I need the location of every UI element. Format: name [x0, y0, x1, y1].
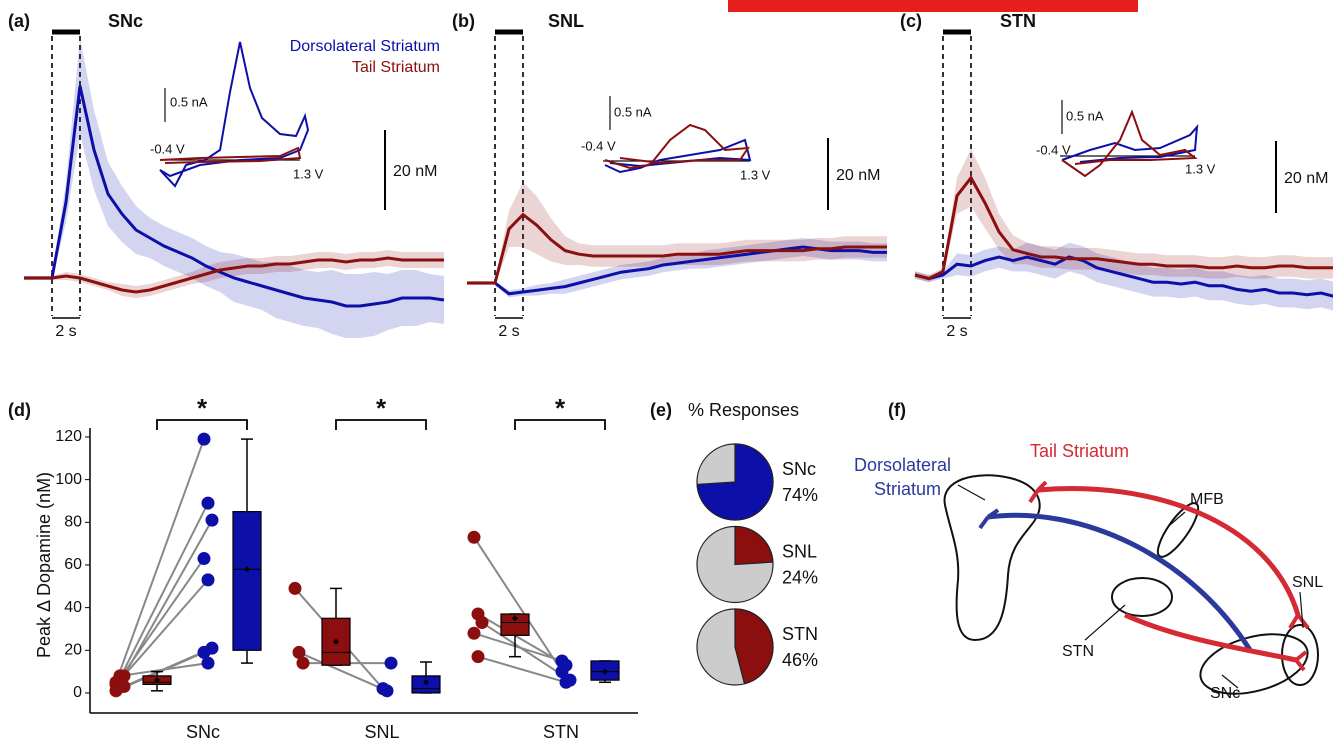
- mfb-label: MFB: [1190, 491, 1224, 508]
- data-point: [381, 684, 394, 697]
- y-tick-label: 20: [64, 642, 82, 659]
- pair-line: [120, 503, 208, 678]
- data-point: [385, 657, 398, 670]
- significance-label: *: [376, 393, 387, 423]
- x-tick-label: STN: [543, 722, 579, 741]
- y-tick-label: 40: [64, 599, 82, 616]
- panel-label: (e): [650, 400, 672, 420]
- time-scale-label: 2 s: [498, 323, 519, 340]
- data-point: [556, 654, 569, 667]
- panel-title: SNL: [548, 11, 584, 31]
- figure: (f) Tail Striatum Dorsolateral Striatum …: [0, 0, 1333, 741]
- y-tick-label: 100: [55, 471, 82, 488]
- data-point: [476, 616, 489, 629]
- inset-label: -0.4 V: [581, 138, 616, 153]
- diagram: (f) Tail Striatum Dorsolateral Striatum …: [854, 400, 1323, 705]
- x-tick-label: SNc: [186, 722, 220, 741]
- dorsolateral-label: Dorsolateral: [854, 455, 951, 475]
- significance-label: *: [197, 393, 208, 423]
- pie-title: % Responses: [688, 400, 799, 420]
- data-point: [110, 684, 123, 697]
- inset-a: [160, 42, 308, 186]
- pie-value-label: 46%: [782, 650, 818, 670]
- inset-label: 0.5 nA: [614, 104, 652, 119]
- time-scale-label: 2 s: [55, 323, 76, 340]
- inset-label: 0.5 nA: [170, 94, 208, 109]
- data-point: [198, 552, 211, 565]
- dorsolateral-label: Striatum: [874, 479, 941, 499]
- y-tick-label: 0: [73, 684, 82, 701]
- time-scale-label: 2 s: [946, 323, 967, 340]
- data-point: [202, 657, 215, 670]
- top-strip: [728, 0, 1138, 12]
- pie-value-label: 74%: [782, 485, 818, 505]
- panel-label: (f): [888, 400, 906, 420]
- data-point: [114, 669, 127, 682]
- panel-title: SNc: [108, 11, 143, 31]
- inset-label: -0.4 V: [1036, 142, 1071, 157]
- data-point: [560, 676, 573, 689]
- pie-category: SNc: [782, 459, 816, 479]
- stn-label: STN: [1062, 643, 1094, 660]
- legend-entry: Dorsolateral Striatum: [290, 38, 440, 55]
- data-point: [202, 497, 215, 510]
- pie-category: STN: [782, 624, 818, 644]
- pie-category: SNL: [782, 541, 817, 561]
- data-point: [472, 650, 485, 663]
- data-point: [206, 514, 219, 527]
- inset-label: 0.5 nA: [1066, 108, 1104, 123]
- pair-line: [116, 439, 204, 682]
- snl-label: SNL: [1292, 574, 1323, 591]
- data-point: [289, 582, 302, 595]
- conc-scale-label: 20 nM: [393, 163, 437, 180]
- significance-label: *: [555, 393, 566, 423]
- panel-label: (b): [452, 11, 475, 31]
- inset-label: 1.3 V: [293, 166, 324, 181]
- tail-label: Tail Striatum: [1030, 441, 1129, 461]
- data-point: [468, 627, 481, 640]
- pie-value-label: 24%: [782, 567, 818, 587]
- y-tick-label: 80: [64, 514, 82, 531]
- panel-title: STN: [1000, 11, 1036, 31]
- box: [233, 512, 261, 651]
- legend-entry: Tail Striatum: [352, 59, 440, 76]
- pie-slice: [735, 527, 773, 565]
- data-point: [468, 531, 481, 544]
- data-point: [297, 657, 310, 670]
- y-tick-label: 120: [55, 428, 82, 445]
- inset-label: 1.3 V: [740, 167, 771, 182]
- data-point: [198, 433, 211, 446]
- panel-label: (d): [8, 400, 31, 420]
- data-point: [202, 573, 215, 586]
- pair-line: [474, 537, 562, 671]
- inset-label: 1.3 V: [1185, 161, 1216, 176]
- inset-label: -0.4 V: [150, 141, 185, 156]
- conc-scale-label: 20 nM: [836, 167, 880, 184]
- snc-label: SNc: [1210, 685, 1240, 702]
- panel-label: (a): [8, 11, 30, 31]
- panel-label: (c): [900, 11, 922, 31]
- conc-scale-label: 20 nM: [1284, 170, 1328, 187]
- sem-band: [24, 38, 444, 338]
- y-tick-label: 60: [64, 556, 82, 573]
- y-axis-label: Peak Δ Dopamine (nM): [34, 472, 54, 658]
- x-tick-label: SNL: [364, 722, 399, 741]
